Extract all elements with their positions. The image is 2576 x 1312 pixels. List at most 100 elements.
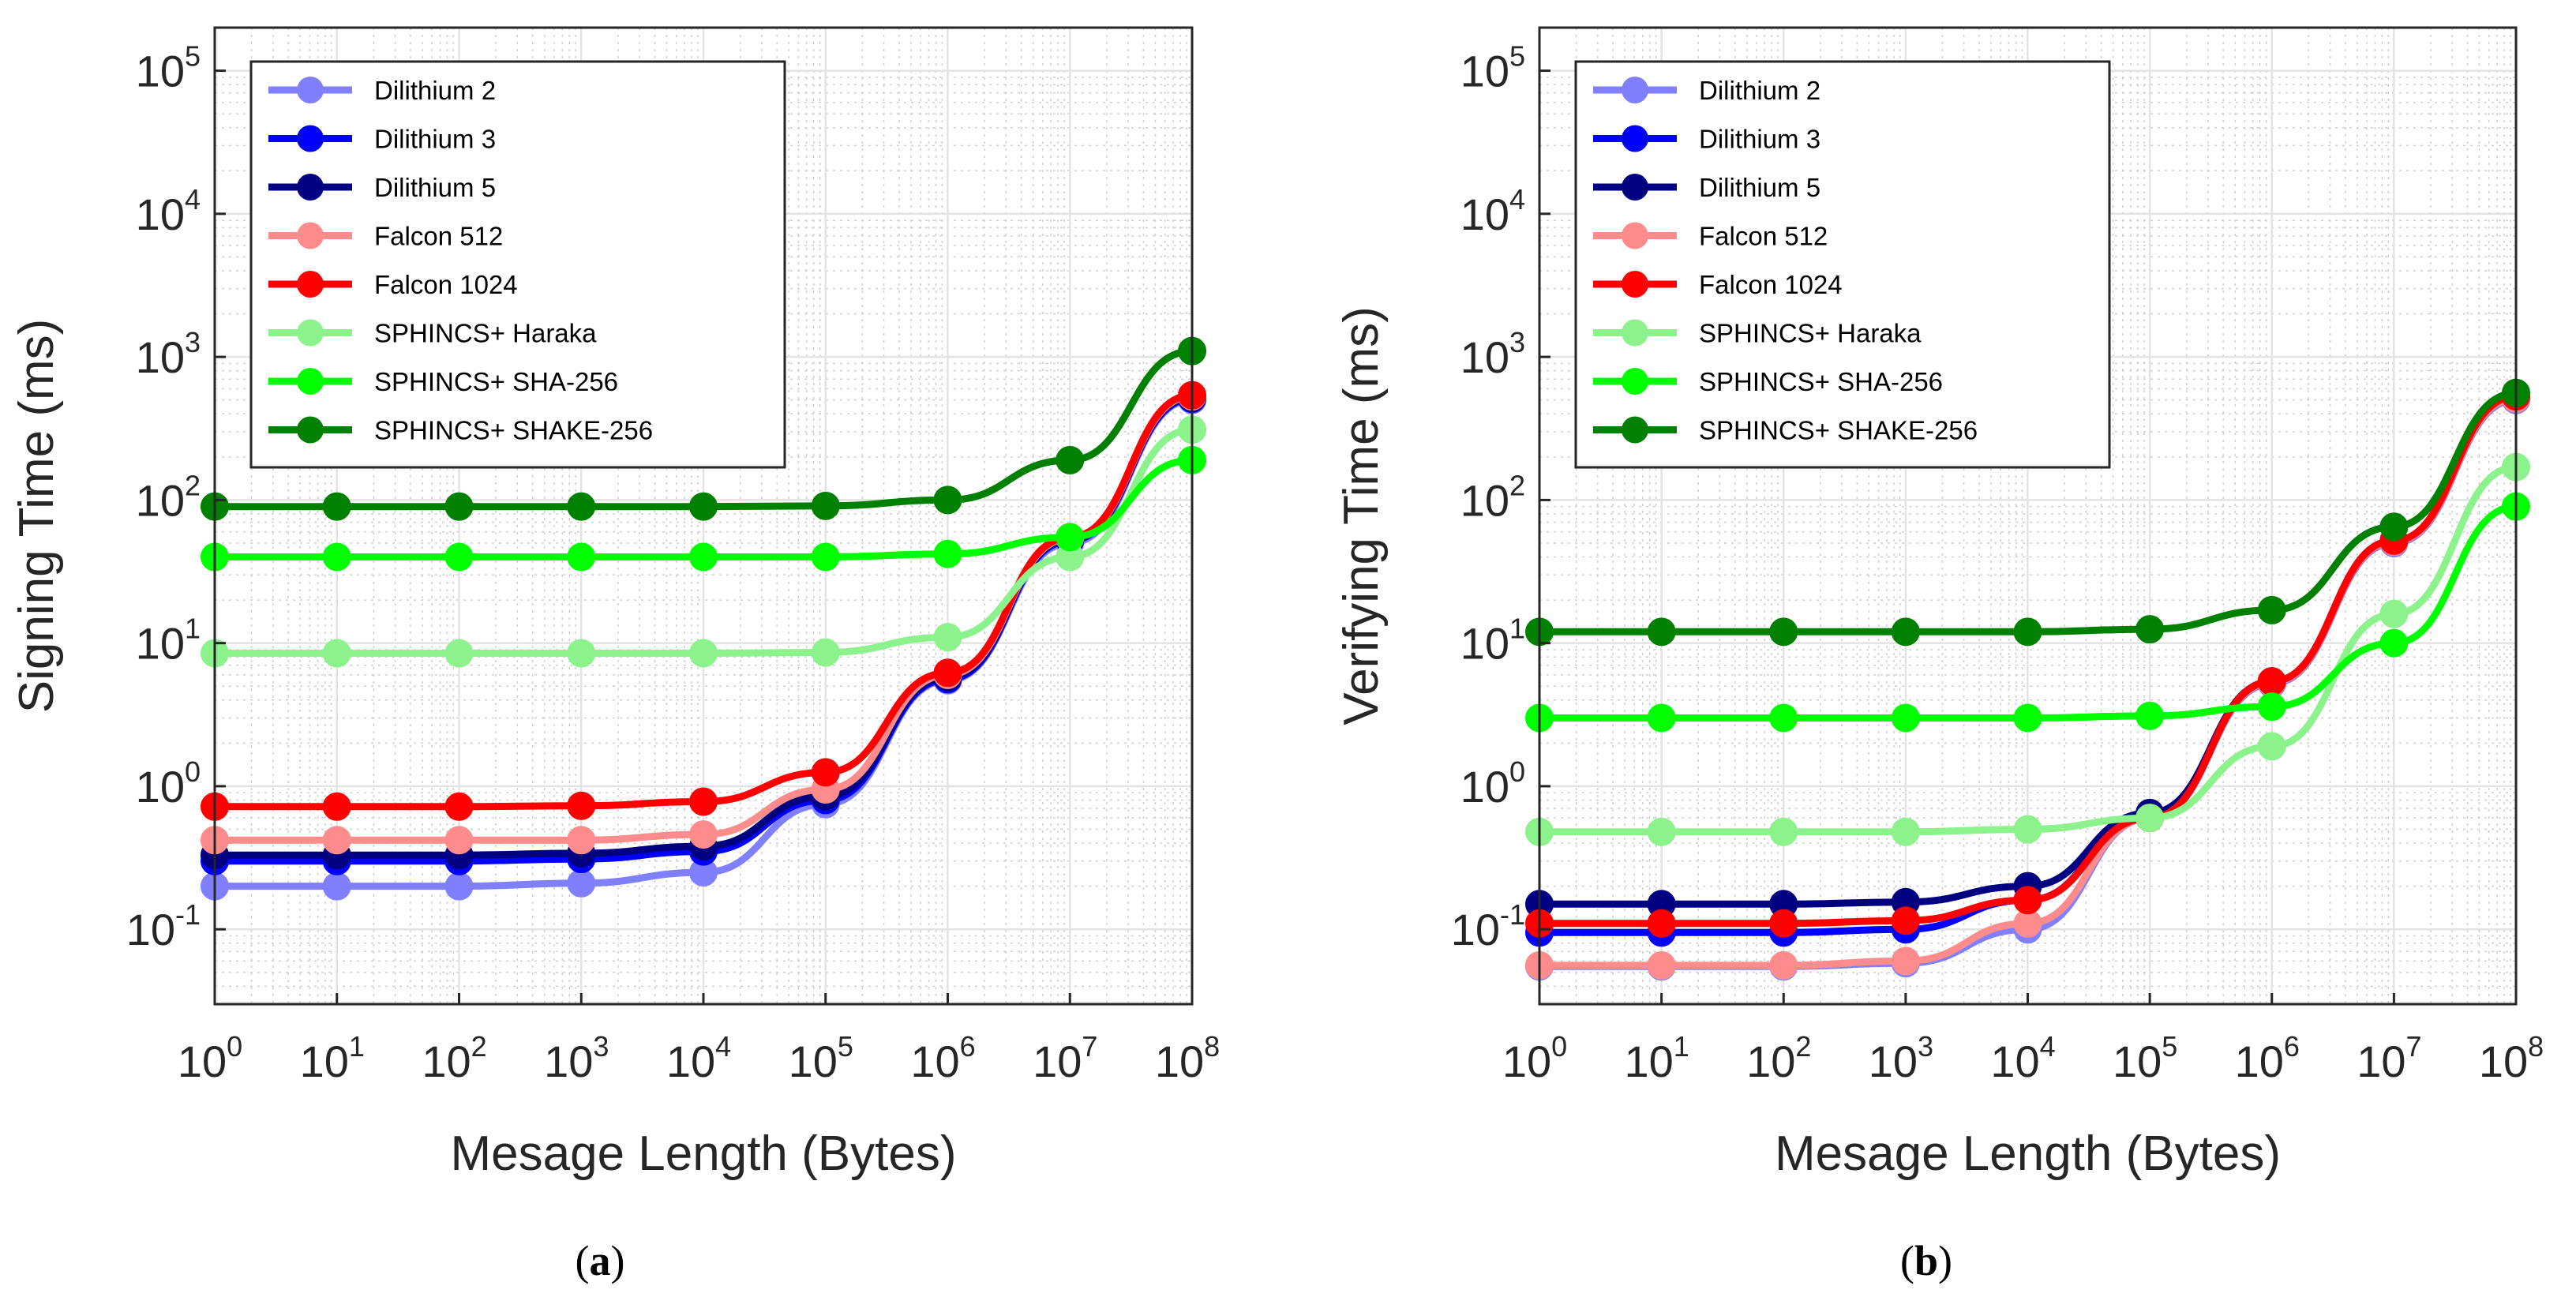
tick-base: 10 (1869, 1036, 1918, 1086)
x-tick-label: 106 (2235, 1030, 2300, 1086)
legend-marker-swatch (1622, 174, 1648, 201)
tick-exponent: 7 (2406, 1030, 2422, 1063)
tick-exponent: 2 (471, 1030, 487, 1063)
legend-entry: SPHINCS+ SHA-256 (268, 367, 618, 396)
data-point (2257, 692, 2286, 722)
data-point (1891, 703, 1920, 733)
legend-entry: Dilithium 3 (268, 125, 496, 154)
legend-label: SPHINCS+ SHAKE-256 (1699, 416, 1978, 445)
tick-exponent: 4 (1509, 183, 1525, 216)
y-tick-label: 103 (136, 326, 201, 382)
legend-marker-swatch (297, 319, 324, 347)
series-sphincs-haraka (201, 415, 1206, 668)
data-point (444, 542, 474, 572)
tick-base: 10 (1033, 1036, 1082, 1086)
legend-entry: Dilithium 2 (1593, 76, 1820, 105)
y-tick-label: 105 (136, 40, 201, 96)
tick-base: 10 (136, 332, 185, 382)
series-group (1525, 378, 2530, 981)
legend-marker-swatch (297, 174, 324, 201)
data-point (322, 872, 351, 901)
tick-base: 10 (1502, 1036, 1551, 1086)
tick-base: 10 (2479, 1036, 2528, 1086)
x-tick-label: 102 (422, 1030, 486, 1086)
tick-exponent: 6 (2284, 1030, 2300, 1063)
data-point (444, 826, 474, 855)
y-tick-label: 101 (1460, 613, 1525, 669)
data-point (1647, 909, 1676, 938)
legend-entry: Dilithium 2 (268, 76, 496, 105)
data-point (689, 639, 718, 668)
data-point (444, 872, 474, 901)
tick-exponent: 2 (1509, 469, 1525, 501)
data-point (1891, 617, 1920, 647)
y-tick-label: 104 (136, 183, 201, 239)
series-group (201, 336, 1206, 901)
tick-exponent: 2 (1795, 1030, 1811, 1063)
tick-exponent: 1 (185, 613, 201, 645)
tick-exponent: 1 (349, 1030, 365, 1063)
data-point (689, 820, 718, 849)
data-point (811, 758, 840, 787)
legend-marker-swatch (297, 368, 324, 395)
data-point (1769, 817, 1798, 846)
tick-base: 10 (1155, 1036, 1204, 1086)
tick-base: 10 (1624, 1036, 1673, 1086)
legend-label: Falcon 512 (1699, 222, 1828, 251)
y-tick-label: 105 (1460, 40, 1525, 96)
x-tick-label: 101 (1624, 1030, 1689, 1086)
data-point (2135, 615, 2165, 644)
tick-base: 10 (136, 47, 185, 96)
y-tick-label: 100 (136, 755, 201, 812)
data-point (1891, 817, 1920, 846)
panel-b: 100 101 102 103 104 105 106 107 10810-1100101102… (1334, 26, 2544, 1284)
data-point (2135, 701, 2165, 730)
data-point (811, 491, 840, 520)
x-axis-label: Mesage Length (Bytes) (450, 1126, 956, 1181)
data-point (444, 792, 474, 821)
data-point (2013, 886, 2042, 915)
tick-base: 10 (136, 762, 185, 812)
tick-exponent: 8 (1204, 1030, 1220, 1063)
x-tick-label: 100 (178, 1030, 242, 1086)
x-tick-label: 108 (2479, 1030, 2544, 1086)
tick-base: 10 (1451, 905, 1500, 954)
tick-base: 10 (1746, 1036, 1795, 1086)
tick-exponent: 4 (2040, 1030, 2056, 1063)
data-point (2379, 599, 2409, 628)
x-tick-label: 105 (2113, 1030, 2177, 1086)
tick-exponent: 5 (838, 1030, 853, 1063)
data-point (2257, 732, 2286, 761)
tick-base: 10 (1460, 332, 1509, 382)
caption-letter: a (590, 1237, 611, 1284)
data-point (933, 658, 962, 688)
data-point (1769, 909, 1798, 938)
tick-base: 10 (789, 1036, 838, 1086)
data-point (1056, 445, 1085, 474)
data-point (567, 868, 596, 898)
legend-label: Dilithium 3 (1699, 125, 1820, 154)
panel-caption: (a) (576, 1237, 625, 1284)
legend-entry: Dilithium 5 (1593, 173, 1820, 202)
data-point (567, 826, 596, 855)
tick-exponent: 0 (185, 755, 201, 788)
tick-exponent: 0 (227, 1030, 242, 1063)
data-point (811, 638, 840, 667)
x-tick-label: 100 (1502, 1030, 1567, 1086)
y-axis-label: Signing Time (ms) (9, 319, 64, 714)
tick-exponent: 6 (960, 1030, 976, 1063)
legend-entry: Falcon 1024 (268, 270, 518, 299)
tick-base: 10 (136, 189, 185, 239)
legend-label: Dilithium 2 (1699, 76, 1820, 105)
data-point (1647, 703, 1676, 733)
tick-exponent: 3 (1509, 326, 1525, 358)
x-tick-label: 105 (789, 1030, 853, 1086)
x-tick-label: 104 (666, 1030, 731, 1086)
tick-exponent: 0 (1509, 755, 1525, 788)
caption-close-paren: ) (1938, 1237, 1952, 1284)
y-axis-label: Verifying Time (ms) (1334, 306, 1389, 725)
tick-base: 10 (300, 1036, 349, 1086)
data-point (1891, 906, 1920, 935)
tick-exponent: -1 (1500, 898, 1525, 931)
series-sphincs-shake-256 (1525, 378, 2530, 647)
